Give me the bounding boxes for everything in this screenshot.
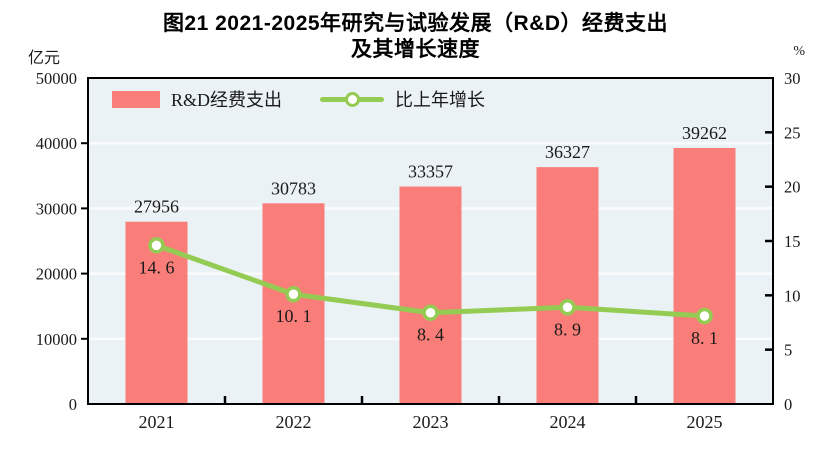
right-axis-tick-label: 30 bbox=[784, 69, 801, 88]
x-axis-category-label: 2024 bbox=[550, 412, 586, 432]
right-axis-unit-label: % bbox=[793, 44, 805, 59]
line-value-label: 8. 9 bbox=[554, 319, 581, 339]
legend-bar-swatch-icon bbox=[112, 90, 160, 108]
right-axis-tick-label: 25 bbox=[784, 123, 801, 142]
x-axis-category-label: 2022 bbox=[276, 412, 312, 432]
left-axis-tick-label: 50000 bbox=[36, 69, 77, 88]
line-marker-2021 bbox=[148, 237, 165, 254]
bar-value-label: 33357 bbox=[408, 162, 453, 182]
x-axis-category-label: 2025 bbox=[687, 412, 723, 432]
line-marker-2022 bbox=[285, 285, 302, 303]
legend-line-swatch-icon bbox=[320, 91, 385, 108]
line-value-label: 8. 4 bbox=[417, 325, 444, 345]
x-axis-category-label: 2023 bbox=[413, 412, 449, 432]
bar-2023 bbox=[399, 186, 462, 404]
line-marker-2024 bbox=[559, 299, 576, 316]
chart-title-line2: 及其增长速度 bbox=[351, 38, 480, 61]
legend-line-label: 比上年增长 bbox=[395, 90, 486, 110]
right-axis-tick-label: 5 bbox=[784, 341, 792, 360]
line-marker-2023 bbox=[422, 304, 439, 321]
bar-value-label: 36327 bbox=[545, 142, 590, 162]
bar-value-label: 30783 bbox=[271, 178, 316, 198]
chart-legend: R&D经费支出 比上年增长 bbox=[112, 86, 485, 112]
right-axis-tick-label: 20 bbox=[784, 178, 801, 197]
legend-line-marker-icon bbox=[345, 91, 361, 107]
bar-2022 bbox=[262, 203, 325, 404]
right-axis-tick-label: 0 bbox=[784, 395, 792, 414]
left-axis-tick-label: 10000 bbox=[36, 330, 77, 349]
left-axis-tick-label: 30000 bbox=[36, 199, 77, 218]
right-axis-tick-label: 10 bbox=[784, 286, 801, 305]
bar-value-label: 27956 bbox=[134, 197, 179, 217]
x-axis-category-label: 2021 bbox=[139, 412, 175, 432]
left-axis-tick-label: 40000 bbox=[36, 134, 77, 153]
right-axis-tick-label: 15 bbox=[784, 232, 801, 251]
line-value-label: 10. 1 bbox=[276, 306, 312, 326]
bar-2025 bbox=[673, 148, 736, 404]
bar-2024 bbox=[536, 167, 599, 404]
left-axis-unit-label: 亿元 bbox=[28, 50, 61, 67]
left-axis-tick-label: 0 bbox=[69, 395, 77, 414]
line-value-label: 8. 1 bbox=[691, 328, 718, 348]
chart-title-line1: 图21 2021-2025年研究与试验发展（R&D）经费支出 bbox=[162, 12, 669, 35]
line-marker-2025 bbox=[696, 307, 713, 325]
left-axis-tick-label: 20000 bbox=[36, 265, 77, 284]
legend-bar-label: R&D经费支出 bbox=[171, 90, 283, 110]
bar-value-label: 39262 bbox=[682, 123, 727, 143]
line-value-label: 14. 6 bbox=[139, 257, 175, 277]
